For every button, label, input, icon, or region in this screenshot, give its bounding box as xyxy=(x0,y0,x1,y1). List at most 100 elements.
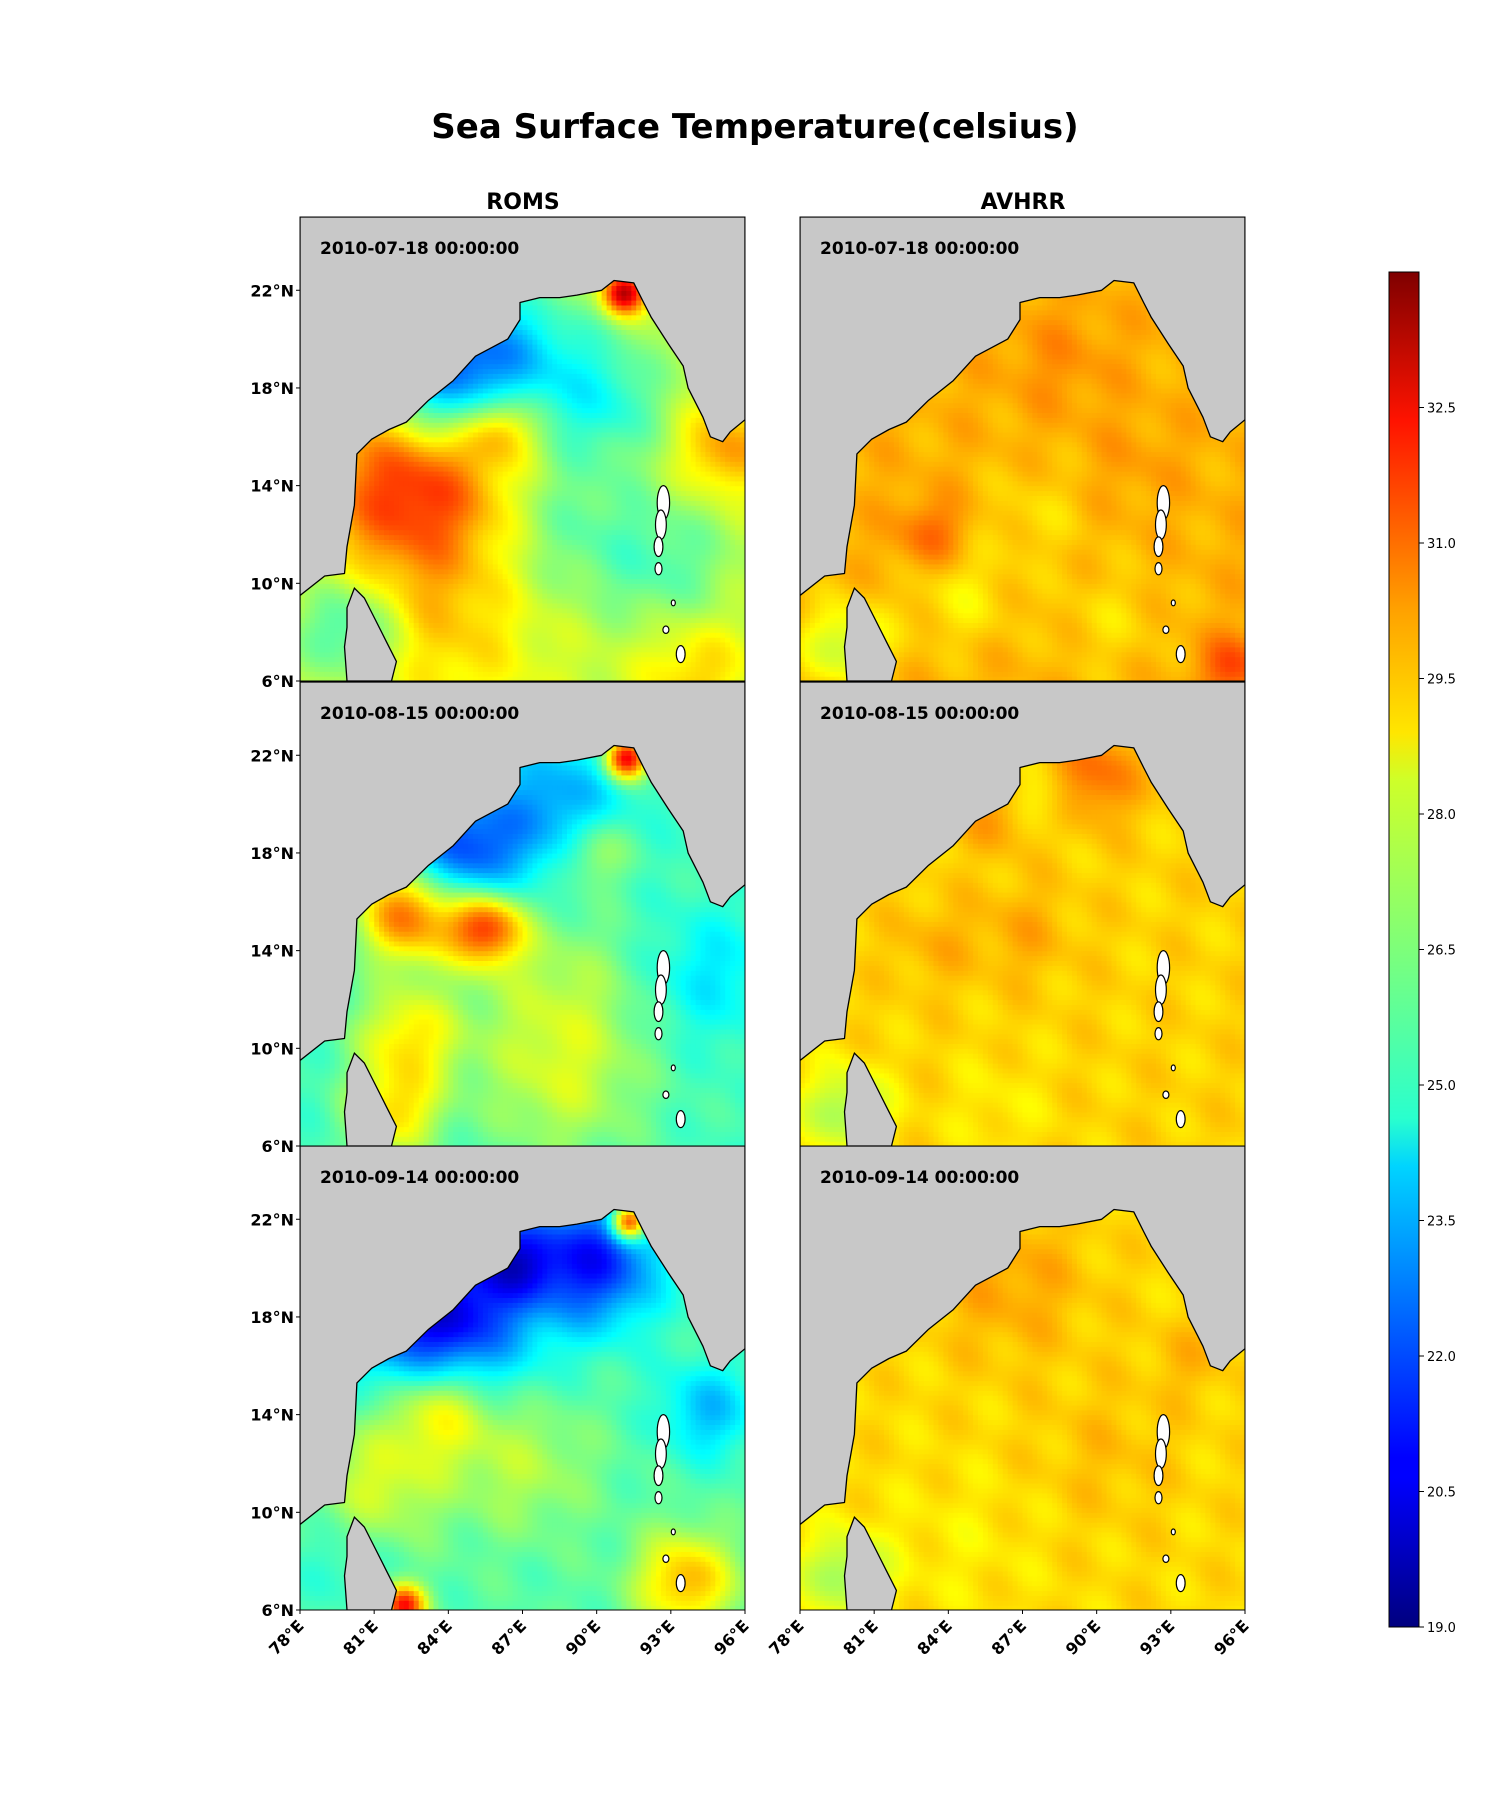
column-title-roms: ROMS xyxy=(486,190,559,215)
island xyxy=(662,1090,670,1100)
island xyxy=(1153,1001,1164,1023)
latitude-axis: 22°N 18°N 14°N 10°N 6°N 22°N 18°N 14°N 10°N 6°N 22… xyxy=(250,281,300,1620)
island xyxy=(1154,974,1167,1005)
panel-date-label: 2010-09-14 00:00:00 xyxy=(320,1168,519,1188)
panel-date-label: 2010-08-15 00:00:00 xyxy=(320,704,519,724)
island xyxy=(1154,1026,1163,1041)
land-mainland xyxy=(800,682,1245,1146)
island xyxy=(654,974,667,1005)
lat-label: 14°N xyxy=(250,942,294,961)
panel-date-label: 2010-07-18 00:00:00 xyxy=(820,239,1019,259)
land-sri-lanka xyxy=(343,1516,398,1610)
colorbar-tick-label: 25.0 xyxy=(1427,1079,1456,1094)
lon-label: 87°E xyxy=(488,1616,531,1659)
island xyxy=(1153,536,1164,558)
lat-label: 6°N xyxy=(261,1137,294,1156)
longitude-axis-roms: 78°E 81°E 84°E 87°E 90°E 93°E 96°E xyxy=(265,1610,753,1659)
panel-date-label: 2010-08-15 00:00:00 xyxy=(820,704,1019,724)
map-panel-avhrr-2: 2010-08-15 00:00:00 xyxy=(799,681,1246,1147)
colorbar-tick-label: 31.0 xyxy=(1427,537,1456,552)
map-panel-roms-3: 2010-09-14 00:00:00 xyxy=(299,1145,746,1611)
land xyxy=(800,217,1245,681)
island xyxy=(1154,562,1163,576)
map-panel-avhrr-3: 2010-09-14 00:00:00 xyxy=(799,1145,1246,1611)
lat-label: 10°N xyxy=(250,1503,294,1522)
lon-label: 93°E xyxy=(1136,1616,1179,1659)
island xyxy=(653,1001,664,1023)
land xyxy=(300,682,745,1146)
land-sri-lanka xyxy=(843,1516,898,1610)
island xyxy=(1175,1573,1186,1593)
island xyxy=(1170,1528,1176,1536)
island xyxy=(1175,644,1186,664)
figure-title: Sea Surface Temperature(celsius) xyxy=(431,107,1078,147)
colorbar: 19.0 20.5 22.0 23.5 25.0 26.5 28.0 29.5 31.0 32.5 xyxy=(1388,271,1456,1636)
island xyxy=(1170,1064,1176,1072)
longitude-axis-avhrr: 78°E 81°E 84°E 87°E 90°E 93°E 96°E xyxy=(765,1610,1253,1659)
island xyxy=(654,562,663,576)
island xyxy=(670,1064,676,1072)
lon-label: 84°E xyxy=(413,1616,456,1659)
lat-label: 14°N xyxy=(250,477,294,496)
colorbar-gradient xyxy=(1388,271,1420,1628)
lon-label: 78°E xyxy=(265,1616,308,1659)
panel-date-label: 2010-07-18 00:00:00 xyxy=(320,239,519,259)
lat-label: 18°N xyxy=(250,379,294,398)
map-panel-avhrr-1: 2010-07-18 00:00:00 xyxy=(799,216,1246,682)
lat-label: 10°N xyxy=(250,574,294,593)
land xyxy=(300,1146,745,1610)
panel-frame xyxy=(799,216,1246,682)
island xyxy=(1175,1109,1186,1129)
colorbar-ticks: 19.0 20.5 22.0 23.5 25.0 26.5 28.0 29.5 31.0 32.5 xyxy=(1419,402,1456,1636)
island xyxy=(653,536,664,558)
lon-label: 90°E xyxy=(1062,1616,1105,1659)
lon-label: 93°E xyxy=(636,1616,679,1659)
lat-label: 6°N xyxy=(261,672,294,691)
colorbar-tick-label: 20.5 xyxy=(1427,1486,1456,1501)
lon-label: 90°E xyxy=(562,1616,605,1659)
lat-label: 18°N xyxy=(250,1308,294,1327)
map-panels: 2010-07-18 00:00:00 2010-08-15 00:00:00 20… xyxy=(299,216,1246,1611)
island xyxy=(662,625,670,635)
panel-date-label: 2010-09-14 00:00:00 xyxy=(820,1168,1019,1188)
land-sri-lanka xyxy=(843,587,898,681)
lat-label: 18°N xyxy=(250,844,294,863)
lat-label: 6°N xyxy=(261,1601,294,1620)
colorbar-tick-label: 23.5 xyxy=(1427,1215,1456,1230)
map-panel-roms-1: 2010-07-18 00:00:00 xyxy=(299,216,746,682)
colorbar-tick-label: 22.0 xyxy=(1427,1350,1456,1365)
land-sri-lanka xyxy=(343,587,398,681)
island xyxy=(670,1528,676,1536)
column-title-avhrr: AVHRR xyxy=(981,190,1066,215)
colorbar-tick-label: 26.5 xyxy=(1427,944,1456,959)
panel-frame xyxy=(299,216,746,682)
island xyxy=(670,599,676,607)
lat-label: 10°N xyxy=(250,1039,294,1058)
land xyxy=(300,217,745,681)
island xyxy=(1154,509,1167,540)
island xyxy=(654,1026,663,1041)
land-mainland xyxy=(800,1146,1245,1610)
land-mainland xyxy=(300,217,745,681)
island xyxy=(1153,1465,1164,1487)
land-sri-lanka xyxy=(343,1052,398,1146)
land-sri-lanka xyxy=(843,1052,898,1146)
island xyxy=(1154,1438,1167,1469)
island xyxy=(662,1554,670,1564)
island xyxy=(1154,1490,1163,1505)
colorbar-tick-label: 28.0 xyxy=(1427,808,1456,823)
lon-label: 96°E xyxy=(710,1616,753,1659)
colorbar-tick-label: 29.5 xyxy=(1427,673,1456,688)
colorbar-tick-label: 32.5 xyxy=(1427,402,1456,417)
land-mainland xyxy=(300,682,745,1146)
island xyxy=(675,1109,686,1129)
land xyxy=(800,1146,1245,1610)
island xyxy=(654,1438,667,1469)
land-mainland xyxy=(300,1146,745,1610)
island xyxy=(1162,1554,1170,1564)
lat-label: 22°N xyxy=(250,1210,294,1229)
island xyxy=(675,1573,686,1593)
lat-label: 22°N xyxy=(250,746,294,765)
lat-label: 22°N xyxy=(250,281,294,300)
colorbar-tick-label: 19.0 xyxy=(1427,1621,1456,1636)
